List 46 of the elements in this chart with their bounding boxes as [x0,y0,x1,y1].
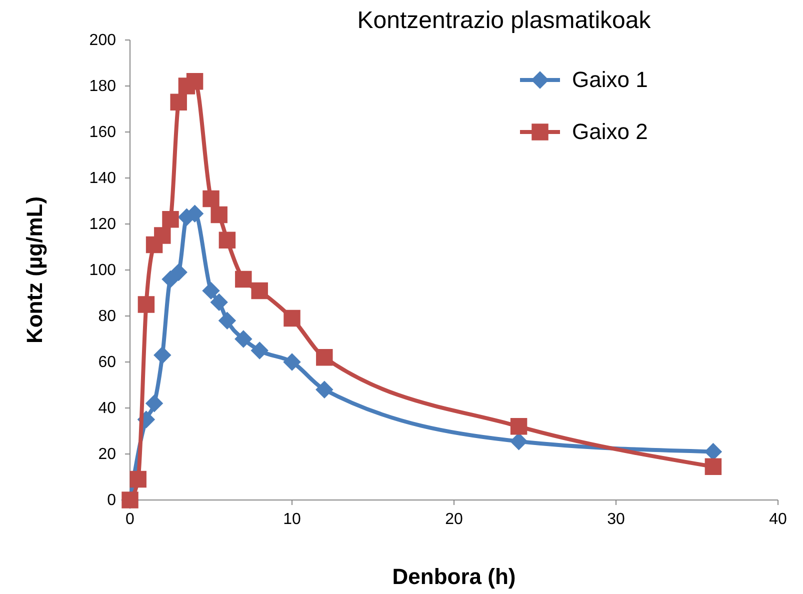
y-tick-label: 20 [98,446,116,464]
point [138,296,155,313]
point [154,227,171,244]
point [202,282,220,300]
y-tick-label: 60 [98,354,116,372]
legend-label: Gaixo 2 [572,119,648,144]
y-axis-title: Kontz (µg/mL) [22,196,47,344]
point [316,349,333,366]
point [510,418,528,435]
x-axis-title: Denbora (h) [392,564,516,589]
point [154,346,172,364]
y-tick-label: 180 [89,78,116,96]
point [170,94,187,110]
point [250,342,268,360]
point [210,206,228,224]
point [186,73,204,90]
point [145,394,164,412]
x-tick-label: 20 [445,511,463,528]
point [234,330,252,348]
chart-title: Kontzentrazio plasmatikoak [357,7,652,34]
point [218,312,236,330]
point [316,380,334,398]
y-tick-label: 0 [107,492,116,510]
x-tick-label: 0 [126,511,135,528]
point [218,232,236,248]
point [170,263,188,282]
y-tick-label: 120 [89,216,116,234]
point [283,353,301,371]
point [704,458,722,476]
point [130,470,146,488]
point [284,310,300,327]
y-tick-label: 200 [89,32,116,50]
y-tick-label: 40 [98,400,116,418]
point [162,211,179,228]
x-tick-label: 30 [607,511,625,528]
x-tick-label: 40 [769,511,787,528]
point [251,282,268,300]
legend-label: Gaixo 1 [572,67,648,92]
point [235,270,252,288]
point [202,190,220,208]
x-tick-label: 10 [283,511,301,528]
point [210,293,228,312]
y-tick-label: 100 [89,262,116,280]
y-tick-label: 80 [98,308,116,326]
y-tick-label: 140 [89,170,116,188]
y-tick-label: 160 [89,124,116,142]
